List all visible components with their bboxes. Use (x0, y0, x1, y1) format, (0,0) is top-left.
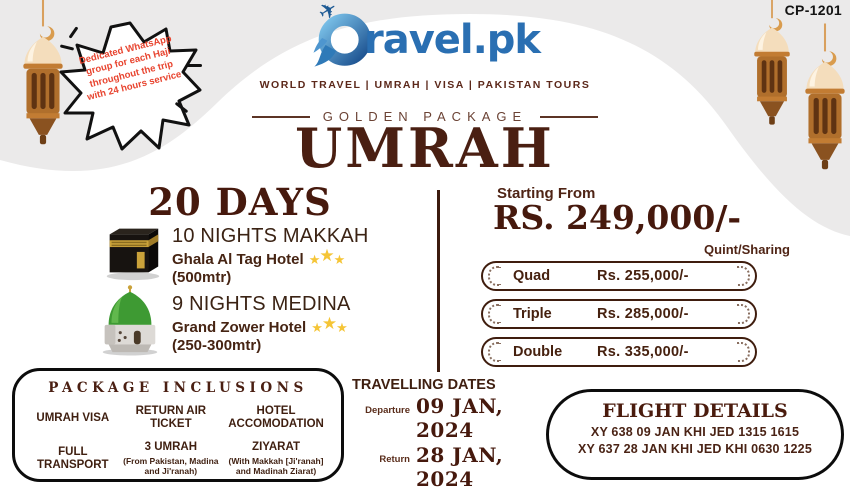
mosque-icon (102, 285, 158, 356)
flight-line: XY 638 09 JAN KHI JED 1315 1615 (590, 425, 800, 439)
three-star-rating-icon: ★★★ (311, 314, 348, 335)
tier-label: Triple (513, 306, 552, 322)
duration-heading: 20 DAYS (148, 180, 332, 224)
makkah-block: 10 NIGHTS MAKKAH Ghala Al Tag Hotel ★★★ … (98, 216, 369, 286)
divider-line-right (540, 115, 599, 118)
page-title: UMRAH (295, 116, 555, 180)
brand-logo: ✈ (310, 0, 376, 71)
inclusion-item: UMRAH VISA (25, 412, 121, 425)
tier-price: Rs. 335,000/- (597, 344, 689, 360)
inclusion-item: HOTEL ACCOMODATION (221, 405, 331, 431)
package-inclusions-box: PACKAGE INCLUSIONS UMRAH VISA RETURN AIR… (12, 368, 344, 482)
flight-line: XY 637 28 JAN KHI JED KHI 0630 1225 (578, 442, 812, 456)
divider-line-left (251, 115, 310, 118)
brand-header: ✈ ravel.pk (0, 0, 850, 71)
tier-label: Quad (513, 268, 551, 284)
sharing-type-label: Quint/Sharing (704, 242, 790, 257)
inclusion-note: (From Pakistan, Madina and Ji'ranah) (123, 455, 219, 476)
column-divider (437, 190, 440, 372)
medina-block: 9 NIGHTS MEDINA Grand Zower Hotel ★★★ (2… (94, 284, 351, 356)
makkah-hotel-row: Ghala Al Tag Hotel ★★★ (172, 246, 369, 269)
stitch-decoration (737, 342, 750, 362)
tier-price: Rs. 285,000/- (597, 306, 689, 322)
inclusions-title: PACKAGE INCLUSIONS (48, 380, 308, 396)
inclusions-grid: UMRAH VISA RETURN AIR TICKET HOTEL ACCOM… (15, 405, 341, 476)
brand-tagline: WORLD TRAVEL | UMRAH | VISA | PAKISTAN T… (259, 79, 591, 91)
header-wave (0, 0, 850, 236)
accent-line (186, 64, 202, 67)
three-star-rating-icon: ★★★ (308, 246, 346, 267)
flight-details-box: FLIGHT DETAILS XY 638 09 JAN KHI JED 131… (546, 389, 844, 480)
return-row: Return 28 JAN, 2024 (352, 443, 544, 490)
stitch-decoration (488, 304, 501, 324)
price-tier-list: Quad Rs. 255,000/- Triple Rs. 285,000/- … (481, 261, 757, 375)
price-tier-triple: Triple Rs. 285,000/- (481, 299, 757, 329)
starting-price: RS. 249,000/- (493, 198, 742, 237)
whatsapp-badge: Dedicated WhatsApp group for each Haji t… (58, 20, 202, 152)
package-label-row: GOLDEN PACKAGE (0, 109, 850, 124)
travelling-dates-block: TRAVELLING DATES Departure 09 JAN, 2024 … (352, 377, 544, 490)
stitch-decoration (737, 304, 750, 324)
medina-text: 9 NIGHTS MEDINA Grand Zower Hotel ★★★ (2… (172, 284, 351, 356)
inclusion-item: RETURN AIR TICKET (121, 405, 221, 431)
medina-nights: 9 NIGHTS MEDINA (172, 293, 351, 315)
inclusion-item: FULL TRANSPORT (25, 446, 121, 472)
brand-name: ravel.pk (363, 17, 541, 63)
inclusion-label: RETURN AIR TICKET (135, 405, 207, 431)
stitch-decoration (488, 266, 501, 286)
makkah-hotel-name: Ghala Al Tag Hotel (172, 250, 304, 268)
medina-distance: (250-300mtr) (172, 337, 262, 354)
starting-from-label: Starting From (497, 185, 596, 202)
package-label: GOLDEN PACKAGE (322, 109, 528, 124)
departure-label: Departure (365, 405, 410, 416)
inclusion-note: (With Makkah [Ji'ranah] and Madinah Ziar… (228, 455, 324, 476)
inclusion-label: HOTEL ACCOMODATION (228, 405, 324, 431)
stitch-decoration (488, 342, 501, 362)
kaaba-icon (106, 228, 160, 281)
makkah-nights: 10 NIGHTS MAKKAH (172, 225, 369, 247)
flight-details-title: FLIGHT DETAILS (602, 400, 788, 422)
departure-row: Departure 09 JAN, 2024 (352, 394, 544, 442)
brand-logo-row: ✈ ravel.pk (0, 0, 850, 71)
tier-price: Rs. 255,000/- (597, 268, 689, 284)
departure-date: 09 JAN, 2024 (416, 394, 504, 442)
price-tier-double: Double Rs. 335,000/- (481, 337, 757, 367)
inclusion-item: ZIYARAT (With Makkah [Ji'ranah] and Madi… (221, 441, 331, 476)
price-tier-quad: Quad Rs. 255,000/- (481, 261, 757, 291)
makkah-distance: (500mtr) (172, 269, 232, 286)
medina-hotel-name: Grand Zower Hotel (172, 318, 307, 336)
swirl-logo-icon (313, 13, 371, 67)
package-code: CP-1201 (784, 2, 842, 18)
travelling-dates-title: TRAVELLING DATES (352, 377, 496, 393)
stitch-decoration (737, 266, 750, 286)
inclusion-label: ZIYARAT (252, 441, 300, 454)
tier-label: Double (513, 344, 563, 360)
inclusion-label: UMRAH VISA (36, 411, 110, 424)
inclusion-item: 3 UMRAH (From Pakistan, Madina and Ji'ra… (121, 441, 221, 476)
makkah-text: 10 NIGHTS MAKKAH Ghala Al Tag Hotel ★★★ … (172, 216, 369, 286)
starburst-icon (59, 21, 202, 151)
return-label: Return (379, 454, 410, 465)
inclusion-label: 3 UMRAH (144, 441, 198, 454)
return-date: 28 JAN, 2024 (416, 443, 504, 490)
inclusion-label: FULL TRANSPORT (37, 445, 109, 471)
medina-hotel-row: Grand Zower Hotel ★★★ (172, 314, 351, 337)
